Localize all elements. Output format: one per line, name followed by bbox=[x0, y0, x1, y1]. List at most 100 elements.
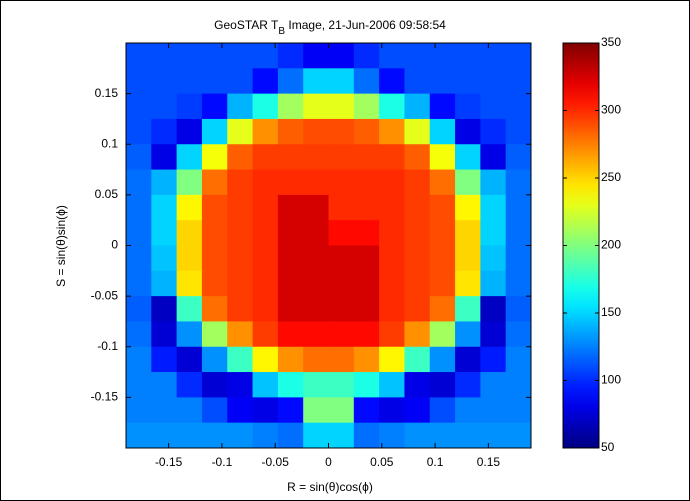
heatmap-cell bbox=[328, 321, 355, 348]
heatmap-cell bbox=[277, 68, 304, 95]
heatmap-cell bbox=[151, 296, 178, 322]
heatmap-cell bbox=[277, 397, 304, 424]
heatmap-cell bbox=[303, 68, 329, 95]
heatmap-cell bbox=[277, 118, 304, 145]
heatmap-cell bbox=[328, 118, 355, 145]
heatmap-cell bbox=[252, 43, 279, 69]
heatmap-cell bbox=[455, 422, 481, 449]
heatmap-cell bbox=[151, 220, 178, 246]
y-axis-label: S = sin(θ)sin(ϕ) bbox=[54, 205, 68, 287]
colorbar-tick-label: 150 bbox=[601, 305, 621, 319]
heatmap-cell bbox=[379, 194, 405, 221]
heatmap-cell bbox=[277, 144, 304, 171]
heatmap-cell bbox=[151, 169, 178, 196]
heatmap-cell bbox=[201, 220, 228, 246]
colorbar-tick-label: 350 bbox=[601, 35, 621, 49]
heatmap-cell bbox=[404, 397, 431, 424]
heatmap-cell bbox=[480, 118, 507, 145]
heatmap-cell bbox=[429, 321, 456, 348]
heatmap-cell bbox=[201, 372, 228, 398]
heatmap-cell bbox=[126, 43, 152, 69]
heatmap-cell bbox=[252, 346, 279, 373]
heatmap-cell bbox=[252, 397, 279, 424]
x-tick-label: 0.1 bbox=[427, 455, 444, 469]
heatmap-cell bbox=[176, 270, 203, 297]
heatmap-cell bbox=[126, 270, 152, 297]
heatmap-cell bbox=[404, 346, 431, 373]
heatmap-cell bbox=[126, 245, 152, 272]
heatmap-cell bbox=[505, 422, 532, 449]
heatmap-cell bbox=[505, 118, 532, 145]
heatmap-cell bbox=[328, 422, 355, 449]
heatmap-cell bbox=[126, 93, 152, 120]
heatmap-cell bbox=[429, 144, 456, 171]
heatmap-cell bbox=[277, 296, 304, 322]
heatmap-cell bbox=[404, 169, 431, 196]
heatmap-cell bbox=[429, 68, 456, 95]
heatmap-cell bbox=[328, 296, 355, 322]
heatmap-cell bbox=[151, 372, 178, 398]
heatmap-cell bbox=[126, 169, 152, 196]
heatmap-cell bbox=[252, 321, 279, 348]
heatmap-cell bbox=[227, 68, 254, 95]
heatmap-cell bbox=[353, 270, 380, 297]
heatmap-cell bbox=[277, 169, 304, 196]
heatmap-cell bbox=[480, 245, 507, 272]
x-tick-label: 0 bbox=[325, 455, 332, 469]
colorbar-tick-label: 200 bbox=[601, 238, 621, 252]
heatmap-cell bbox=[455, 169, 481, 196]
heatmap-cell bbox=[201, 296, 228, 322]
heatmap-cell bbox=[151, 321, 178, 348]
heatmap-cell bbox=[201, 43, 228, 69]
heatmap-cell bbox=[379, 397, 405, 424]
heatmap-cell bbox=[151, 346, 178, 373]
heatmap-cell bbox=[176, 68, 203, 95]
heatmap-cell bbox=[353, 245, 380, 272]
heatmap-cell bbox=[353, 296, 380, 322]
heatmap-cell bbox=[404, 270, 431, 297]
heatmap-cell bbox=[505, 321, 532, 348]
heatmap-cell bbox=[328, 397, 355, 424]
heatmap-cell bbox=[176, 245, 203, 272]
heatmap-cell bbox=[176, 321, 203, 348]
heatmap-cell bbox=[505, 346, 532, 373]
x-tick-label: -0.05 bbox=[262, 455, 290, 469]
heatmap-cell bbox=[455, 372, 481, 398]
heatmap-cell bbox=[455, 118, 481, 145]
heatmap-cell bbox=[404, 118, 431, 145]
heatmap-cell bbox=[505, 93, 532, 120]
heatmap-cell bbox=[404, 220, 431, 246]
heatmap-cell bbox=[353, 68, 380, 95]
heatmap-cell bbox=[455, 93, 481, 120]
heatmap-cell bbox=[277, 194, 304, 221]
heatmap-cell bbox=[176, 346, 203, 373]
heatmap-cell bbox=[227, 245, 254, 272]
heatmap-cell bbox=[227, 422, 254, 449]
y-tick-label: -0.1 bbox=[97, 339, 118, 353]
heatmap-cell bbox=[151, 118, 178, 145]
heatmap-cell bbox=[252, 220, 279, 246]
heatmap-cell bbox=[429, 296, 456, 322]
heatmap-cell bbox=[455, 321, 481, 348]
heatmap-cell bbox=[151, 245, 178, 272]
heatmap-cell bbox=[379, 245, 405, 272]
heatmap-cell bbox=[303, 43, 329, 69]
colorbar-tick-label: 250 bbox=[601, 170, 621, 184]
heatmap-cell bbox=[480, 144, 507, 171]
heatmap-cell bbox=[404, 93, 431, 120]
heatmap-cell bbox=[252, 270, 279, 297]
heatmap-cell bbox=[353, 43, 380, 69]
heatmap-cell bbox=[227, 43, 254, 69]
heatmap-cell bbox=[455, 220, 481, 246]
heatmap-cell bbox=[303, 144, 329, 171]
title-subscript: B bbox=[278, 26, 285, 37]
heatmap-cell bbox=[227, 296, 254, 322]
heatmap-cell bbox=[455, 194, 481, 221]
x-tick-label: 0.15 bbox=[477, 455, 501, 469]
heatmap-cell bbox=[126, 220, 152, 246]
heatmap-cell bbox=[505, 68, 532, 95]
heatmap-cell bbox=[429, 118, 456, 145]
heatmap-cell bbox=[480, 321, 507, 348]
heatmap-cell bbox=[201, 144, 228, 171]
heatmap-cell bbox=[353, 118, 380, 145]
